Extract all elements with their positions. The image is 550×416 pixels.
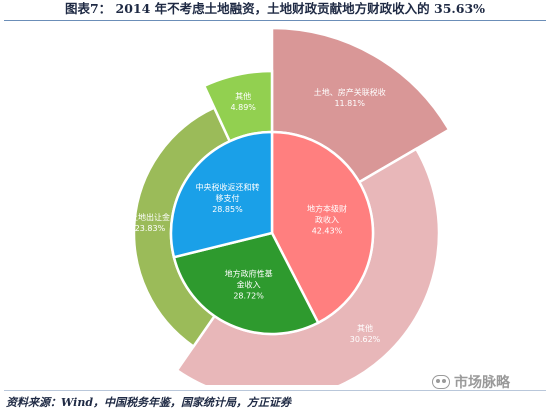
inner-data-label-2: 地方政府性基金收入 28.72%: [225, 268, 273, 300]
pie-slice-inner-1: [270, 130, 375, 325]
sunburst-chart: 土地、房产关联税收 11.81% 其他 30.62% 土地出让金 23.83% 其他 4.89…: [130, 26, 451, 402]
inner-data-label-1: 地方本级财政收入 42.43%: [307, 204, 347, 236]
outer-data-label-3: 土地出让金 23.83%: [130, 212, 170, 233]
footer-divider: [4, 390, 546, 391]
pie-slice-inner-3: [169, 130, 274, 259]
watermark: 市场脉略: [432, 373, 510, 391]
outer-data-label-4: 其他 4.89%: [230, 91, 256, 112]
title-bar: 图表7： 2014 年不考虑土地融资，土地财政贡献地方财政收入的 35.63%: [4, 0, 546, 21]
outer-data-label-1: 土地、房产关联税收 11.81%: [314, 87, 386, 108]
chart-area: 土地、房产关联税收 11.81% 其他 30.62% 土地出让金 23.83% 其他 4.89…: [4, 22, 546, 402]
source-note: 资料来源：Wind，中国税务年鉴，国家统计局，方正证券: [6, 396, 292, 409]
watermark-text: 市场脉略: [454, 375, 510, 391]
inner-data-label-3: 中央税收返还和转移支付 28.85%: [195, 182, 259, 214]
outer-data-label-2: 其他 30.62%: [350, 323, 381, 344]
wechat-icon: [432, 375, 450, 389]
pie-slice-inner-2: [172, 231, 320, 336]
chart-title: 图表7： 2014 年不考虑土地融资，土地财政贡献地方财政收入的 35.63%: [64, 1, 486, 16]
